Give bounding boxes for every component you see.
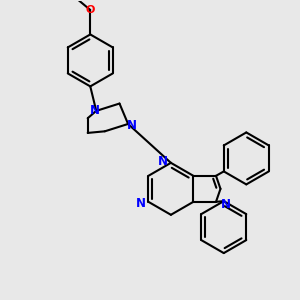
Text: N: N [220, 198, 230, 211]
Text: N: N [158, 155, 168, 168]
Text: O: O [85, 5, 95, 15]
Text: N: N [127, 119, 137, 132]
Text: N: N [135, 197, 146, 210]
Text: N: N [90, 104, 100, 117]
